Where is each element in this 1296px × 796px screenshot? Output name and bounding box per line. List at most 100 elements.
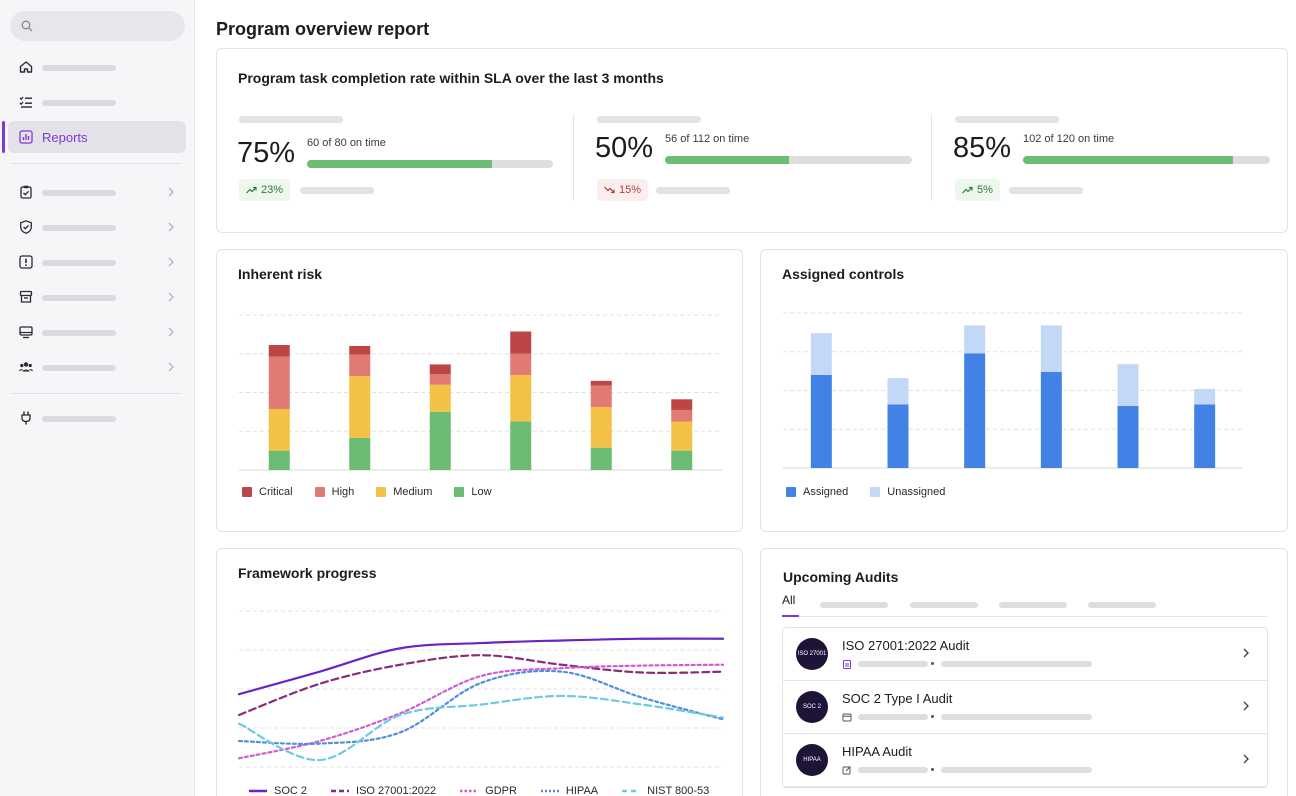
- chevron-right-icon: [168, 327, 174, 337]
- bar-chart-icon: [19, 130, 33, 144]
- chart-title: Assigned controls: [782, 266, 905, 282]
- shield-check-icon: [20, 220, 32, 234]
- kpi-detail: 102 of 120 on time: [1023, 133, 1115, 145]
- controls-legend: Assigned Unassigned: [786, 486, 945, 498]
- series-line: [237, 694, 725, 762]
- sidebar-item-label: Reports: [42, 130, 88, 145]
- kpi-progress-bar: [307, 160, 553, 168]
- inherent-risk-card: Inherent risk Critical High Medium Low: [216, 249, 743, 532]
- bar-segment: [1117, 364, 1139, 406]
- clipboard-icon: [843, 660, 851, 669]
- monitor-icon: [19, 326, 33, 339]
- sidebar-item-integrations[interactable]: [8, 402, 186, 434]
- audit-row[interactable]: SOC 2 SOC 2 Type I Audit: [783, 681, 1267, 734]
- chevron-right-icon: [168, 257, 174, 267]
- audit-badge: SOC 2: [796, 691, 828, 723]
- sidebar-item-tasks[interactable]: [8, 86, 186, 118]
- bar-segment: [268, 345, 290, 357]
- legend-item: NIST 800-53: [622, 785, 710, 796]
- sidebar-item-controls[interactable]: [8, 211, 186, 243]
- trend-down-icon: [604, 186, 615, 194]
- sidebar-divider: [10, 393, 182, 394]
- active-indicator: [2, 121, 5, 153]
- calendar-icon: [842, 713, 852, 722]
- legend-item: Low: [454, 486, 492, 498]
- kpi-separator: [931, 115, 932, 201]
- bar-segment: [349, 346, 371, 355]
- upcoming-audits-card: Upcoming Audits All ISO 27001 ISO 27001:…: [760, 548, 1288, 796]
- bar-segment: [1117, 406, 1139, 468]
- bar-segment: [1194, 388, 1216, 405]
- kpi-delta-badge: 23%: [239, 179, 291, 201]
- framework-legend: SOC 2 ISO 27001:2022 GDPR HIPAA NIST 800…: [249, 785, 709, 796]
- kpi-progress-bar: [1023, 156, 1270, 164]
- bar-segment: [510, 421, 532, 470]
- bar-segment: [590, 385, 612, 408]
- bar-segment: [887, 404, 909, 468]
- audit-row[interactable]: ISO 27001 ISO 27001:2022 Audit: [783, 628, 1267, 681]
- home-icon: [19, 61, 33, 73]
- kpi-3: 85% 102 of 120 on time 5%: [953, 49, 1293, 201]
- kpi-percent: 75%: [237, 137, 296, 169]
- series-line: [237, 654, 725, 717]
- trend-up-icon: [962, 186, 973, 194]
- chevron-right-icon: [168, 187, 174, 197]
- active-tab-indicator: [782, 615, 799, 617]
- page-title: Program overview report: [216, 19, 430, 39]
- sidebar-item-vendors[interactable]: [8, 281, 186, 313]
- legend-item: HIPAA: [540, 785, 599, 796]
- bar-segment: [510, 375, 532, 422]
- sidebar-item-risks[interactable]: [8, 246, 186, 278]
- bar-segment: [590, 447, 612, 470]
- search-input[interactable]: [10, 11, 185, 41]
- chevron-right-icon: [168, 362, 174, 372]
- bar-segment: [671, 421, 693, 451]
- sidebar-item-reports[interactable]: Reports: [2, 121, 186, 153]
- sidebar-item-home[interactable]: [8, 51, 186, 83]
- chevron-right-icon: [1243, 754, 1249, 764]
- chevron-right-icon: [1243, 648, 1249, 658]
- kpi-percent: 85%: [953, 132, 1012, 164]
- legend-item: Unassigned: [870, 486, 945, 498]
- sidebar-divider: [10, 163, 182, 164]
- bar-segment: [1194, 404, 1216, 468]
- audit-meta: [842, 659, 1102, 669]
- kpi-percent: 50%: [595, 132, 654, 164]
- legend-item: High: [314, 486, 354, 498]
- legend-item: SOC 2: [249, 785, 308, 796]
- bar-segment: [590, 407, 612, 448]
- bar-segment: [268, 450, 290, 470]
- tab-placeholder[interactable]: [820, 602, 888, 608]
- kpi-delta-value: 5%: [977, 184, 993, 196]
- bar-segment: [268, 408, 290, 451]
- assigned-controls-card: Assigned controls Assigned Unassigned: [760, 249, 1288, 532]
- kpi-2: 50% 56 of 112 on time 15%: [595, 49, 935, 201]
- plug-icon: [21, 411, 31, 425]
- chart-title: Inherent risk: [238, 266, 323, 282]
- sla-card-title: Program task completion rate within SLA …: [238, 70, 664, 86]
- sidebar-item-assets[interactable]: [8, 316, 186, 348]
- bar-segment: [429, 374, 451, 385]
- assigned-controls-chart: [783, 312, 1243, 469]
- bar-segment: [429, 364, 451, 375]
- alert-icon: [19, 255, 33, 269]
- bar-segment: [349, 354, 371, 377]
- bar-segment: [349, 376, 371, 439]
- tab-placeholder[interactable]: [910, 602, 978, 608]
- bar-segment: [810, 333, 832, 375]
- audit-row[interactable]: HIPAA HIPAA Audit: [783, 734, 1267, 787]
- bar-segment: [671, 450, 693, 470]
- search-icon: [21, 20, 33, 32]
- bar-segment: [887, 378, 909, 405]
- tab-placeholder[interactable]: [1088, 602, 1156, 608]
- kpi-separator: [573, 115, 574, 201]
- bar-segment: [268, 356, 290, 409]
- sidebar-item-assessments[interactable]: [8, 176, 186, 208]
- bar-segment: [671, 399, 693, 410]
- tab-all[interactable]: All: [782, 593, 796, 607]
- sidebar-item-people[interactable]: [8, 351, 186, 383]
- bar-segment: [429, 384, 451, 412]
- bar-segment: [429, 411, 451, 470]
- tab-placeholder[interactable]: [999, 602, 1067, 608]
- audit-list: ISO 27001 ISO 27001:2022 Audit SOC 2 SOC…: [782, 627, 1268, 788]
